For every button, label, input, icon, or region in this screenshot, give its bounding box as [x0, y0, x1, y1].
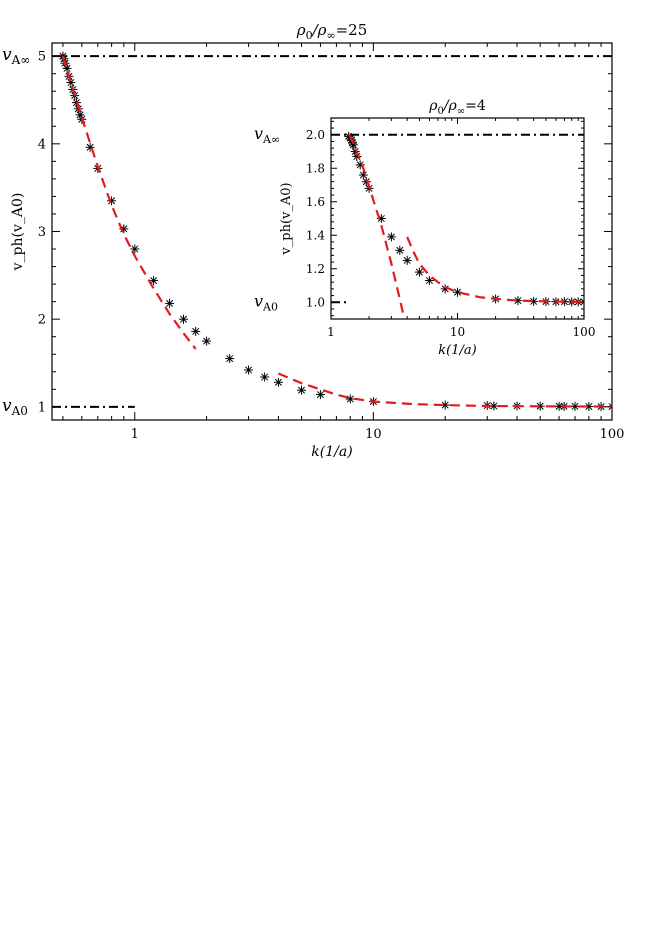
data-point [225, 354, 235, 364]
data-point [273, 377, 283, 387]
title-part: /ρ [311, 21, 327, 39]
axes-frame [51, 42, 613, 421]
x-axis-label: k(1/a) [311, 444, 352, 460]
data-point [395, 245, 405, 255]
x-tick-label: 10 [365, 427, 382, 442]
data-point [179, 314, 188, 324]
chart-title: ρ0/ρ∞=4 [428, 98, 486, 117]
data-point [402, 255, 412, 265]
x-tick-label: 1 [131, 427, 139, 442]
title-part: =25 [336, 21, 368, 39]
data-point [386, 232, 396, 242]
data-point [570, 401, 580, 411]
data-point [315, 390, 325, 400]
title-sub: ∞ [457, 106, 465, 117]
inset-chart: 1 10 1001.01.21.41.61.82.0vA∞vA0k(1/a)v_ph… [254, 98, 595, 358]
data-point [130, 244, 140, 254]
title-sub: ∞ [326, 29, 335, 42]
data-point [244, 365, 254, 375]
data-point [440, 284, 450, 294]
x-tick-label: 1 [327, 325, 335, 339]
reference-line-label-sub: A0 [11, 404, 28, 418]
axes-frame [330, 117, 585, 320]
y-tick-label: 1 [38, 400, 46, 415]
title-sub: 0 [437, 106, 443, 117]
title-part: ρ [296, 21, 306, 39]
y-axis-label: v_ph(v_A0) [279, 182, 294, 255]
y-tick-label: 4 [38, 137, 46, 152]
reference-line-label: vA∞ [2, 45, 30, 67]
chart-title: ρ0/ρ∞=25 [296, 21, 368, 42]
data-point [202, 336, 212, 346]
x-tick-label: 10 [450, 325, 465, 339]
x-tick-label: 100 [600, 427, 625, 442]
y-tick-label: 2.0 [306, 128, 325, 142]
data-point [607, 402, 612, 412]
data-point [297, 385, 306, 395]
y-tick-label: 2 [38, 313, 46, 328]
data-point [579, 297, 584, 307]
series-group [58, 51, 612, 412]
data-point [414, 267, 424, 277]
y-tick-label: 1.4 [306, 228, 325, 242]
data-point [361, 177, 371, 187]
y-tick-label: 1.8 [306, 161, 325, 175]
plot-area [331, 118, 584, 319]
y-axis-label: v_ph(v_A0) [10, 193, 26, 272]
reference-line-label-sub: A0 [262, 300, 278, 313]
title-part: /ρ [442, 98, 458, 114]
data-point [513, 296, 523, 306]
data-point [191, 326, 201, 336]
title-part: ρ [428, 98, 438, 114]
y-tick-label: 1.6 [306, 195, 325, 209]
reference-line-label-sub: A∞ [11, 53, 31, 67]
data-point [62, 63, 72, 73]
reference-line-label-sub: A∞ [262, 133, 280, 146]
title-sub: 0 [306, 29, 313, 42]
x-tick-label: 100 [573, 325, 596, 339]
data-point [260, 372, 270, 382]
reference-line-label: vA0 [2, 396, 28, 418]
y-tick-label: 5 [38, 50, 46, 65]
series-group [344, 131, 584, 319]
data-point [348, 140, 358, 150]
title-part: =4 [465, 98, 486, 114]
data-point [345, 394, 355, 404]
data-point [165, 298, 175, 308]
y-tick-label: 3 [38, 225, 46, 240]
fit-curve [61, 55, 197, 350]
fit-curve [277, 372, 612, 408]
data-point [584, 402, 594, 411]
fit-curve [406, 236, 584, 303]
x-axis-label: k(1/a) [438, 343, 476, 358]
y-tick-label: 1.2 [306, 262, 325, 276]
y-tick-label: 1.0 [306, 295, 325, 309]
fit-curve [348, 134, 406, 319]
